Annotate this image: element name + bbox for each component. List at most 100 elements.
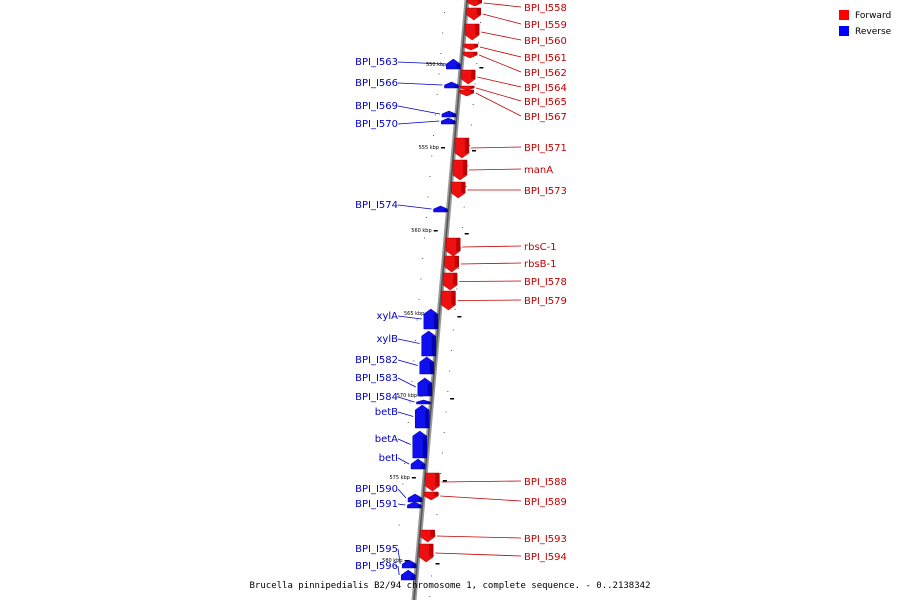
forward-gene-label[interactable]: BPI_I560 xyxy=(524,36,567,47)
forward-gene-shade xyxy=(471,70,476,79)
reverse-gene-shade xyxy=(417,505,422,508)
reverse-gene-shade xyxy=(412,564,417,568)
reverse-gene-label[interactable]: BPI_I584 xyxy=(355,392,398,403)
forward-gene-shade xyxy=(462,160,467,175)
ruler-tick xyxy=(464,233,469,235)
forward-gene-shade xyxy=(435,473,440,486)
reverse-gene-connector xyxy=(397,338,420,344)
reverse-gene-connector xyxy=(397,503,406,506)
forward-gene-label[interactable]: BPI_I567 xyxy=(524,112,567,123)
tick-mark xyxy=(456,288,458,290)
reverse-gene-shade xyxy=(431,336,436,356)
forward-gene-label[interactable]: rbsB-1 xyxy=(524,259,557,270)
forward-gene-label[interactable]: BPI_I593 xyxy=(524,534,567,545)
axis-ticks xyxy=(393,12,481,597)
reverse-gene-label[interactable]: betB xyxy=(375,407,398,418)
ruler-tick xyxy=(442,480,447,482)
forward-gene-shade xyxy=(464,138,469,153)
reverse-gene-shade xyxy=(422,436,427,458)
tick-mark xyxy=(463,206,465,208)
forward-gene-label[interactable]: BPI_I562 xyxy=(524,68,567,79)
legend-label: Reverse xyxy=(855,27,892,37)
forward-gene-shade xyxy=(473,52,478,55)
tick-mark xyxy=(452,329,454,331)
tick-mark xyxy=(413,360,415,362)
forward-genes: BPI_I558 BPI_I559 BPI_I560 BPI_I561 BPI_I562… xyxy=(418,0,567,563)
forward-gene-label[interactable]: rbsC-1 xyxy=(524,242,557,253)
reverse-gene-label[interactable]: betA xyxy=(375,434,398,445)
tick-mark xyxy=(440,473,442,474)
reverse-gene-connector xyxy=(397,377,416,388)
reverse-gene-label[interactable]: BPI_I574 xyxy=(355,200,398,211)
ruler-tick xyxy=(411,477,416,479)
forward-gene-label[interactable]: BPI_I561 xyxy=(524,53,567,64)
forward-gene-label[interactable]: BPI_I571 xyxy=(524,143,567,154)
tick-mark xyxy=(429,176,431,177)
forward-gene-label[interactable]: BPI_I579 xyxy=(524,296,567,307)
forward-gene-shade xyxy=(451,291,456,305)
forward-gene-label[interactable]: BPI_I594 xyxy=(524,552,567,563)
reverse-gene-connector xyxy=(397,359,418,366)
tick-mark xyxy=(467,165,469,167)
reverse-gene-connector xyxy=(397,411,414,417)
forward-gene-connector xyxy=(477,76,522,88)
forward-gene-shade xyxy=(454,256,459,267)
tick-mark xyxy=(441,452,443,454)
forward-gene-connector xyxy=(460,262,522,265)
forward-gene-shade xyxy=(477,0,482,3)
tick-mark xyxy=(443,12,445,13)
forward-gene-label[interactable]: BPI_I588 xyxy=(524,477,567,488)
reverse-gene-label[interactable]: BPI_I590 xyxy=(355,484,398,495)
forward-gene-connector xyxy=(462,245,522,248)
reverse-gene-label[interactable]: BPI_I596 xyxy=(355,561,398,572)
reverse-gene-label[interactable]: BPI_I563 xyxy=(355,57,398,68)
tick-mark xyxy=(427,196,429,198)
reverse-gene-label[interactable]: xylA xyxy=(377,311,399,322)
forward-gene-label[interactable]: manA xyxy=(524,165,553,176)
reverse-gene-label[interactable]: xylB xyxy=(377,334,399,345)
reverse-gene-label[interactable]: BPI_I566 xyxy=(355,78,398,89)
reverse-gene-label[interactable]: BPI_I595 xyxy=(355,544,398,555)
forward-gene-connector xyxy=(481,31,522,41)
tick-mark xyxy=(411,381,413,382)
reverse-gene-label[interactable]: BPI_I591 xyxy=(355,499,398,510)
forward-gene-shade xyxy=(453,273,458,285)
reverse-genes: BPI_I563 BPI_I566 BPI_I569 BPI_I570 BPI_I574… xyxy=(355,57,461,581)
forward-gene-label[interactable]: BPI_I578 xyxy=(524,277,567,288)
tick-mark xyxy=(476,63,478,64)
forward-gene-label[interactable]: BPI_I559 xyxy=(524,20,567,31)
ruler-label: 575 kbp xyxy=(389,475,409,481)
reverse-gene-shade xyxy=(456,64,461,69)
forward-gene-label[interactable]: BPI_I573 xyxy=(524,186,567,197)
tick-mark xyxy=(404,463,406,464)
forward-gene-label[interactable]: BPI_I565 xyxy=(524,97,567,108)
forward-gene-connector xyxy=(470,146,522,149)
tick-mark xyxy=(433,135,435,136)
forward-gene-label[interactable]: BPI_I589 xyxy=(524,497,567,508)
reverse-gene-label[interactable]: BPI_I570 xyxy=(355,119,398,130)
reverse-gene-label[interactable]: betI xyxy=(379,453,398,464)
ruler-tick xyxy=(404,560,409,562)
forward-gene-connector xyxy=(482,13,522,25)
tick-mark xyxy=(429,596,431,597)
reverse-gene-connector xyxy=(397,438,411,445)
reverse-gene-shade xyxy=(433,314,438,329)
ruler-tick xyxy=(433,230,438,232)
reverse-gene-shade xyxy=(451,114,456,117)
reverse-gene-connector xyxy=(397,120,440,125)
reverse-gene-connector xyxy=(397,315,422,320)
forward-gene-shade xyxy=(461,182,466,193)
tick-mark xyxy=(461,227,463,228)
tick-mark xyxy=(409,401,411,403)
forward-gene-connector xyxy=(436,535,522,539)
forward-gene-label[interactable]: BPI_I558 xyxy=(524,3,567,14)
forward-gene-connector xyxy=(457,299,522,301)
tick-mark xyxy=(436,514,438,515)
forward-gene-connector xyxy=(479,46,522,58)
tick-mark xyxy=(472,104,474,105)
reverse-gene-label[interactable]: BPI_I569 xyxy=(355,101,398,112)
forward-gene-label[interactable]: BPI_I564 xyxy=(524,83,567,94)
reverse-gene-label[interactable]: BPI_I582 xyxy=(355,355,398,366)
tick-mark xyxy=(407,422,409,423)
reverse-gene-label[interactable]: BPI_I583 xyxy=(355,373,398,384)
